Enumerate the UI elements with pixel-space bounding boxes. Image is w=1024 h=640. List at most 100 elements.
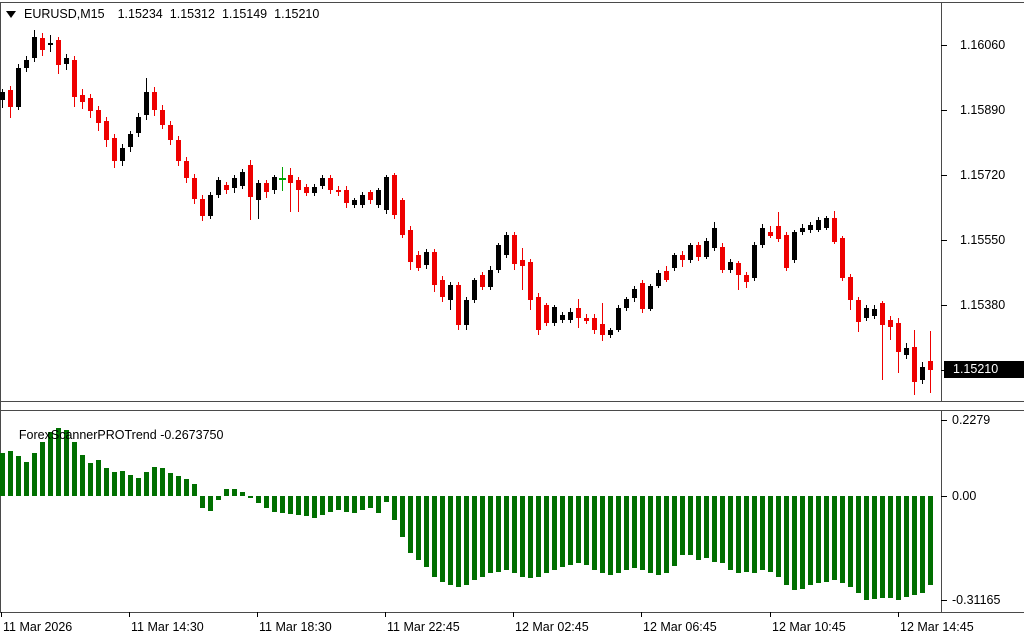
candle-body: [400, 199, 405, 236]
candle-body: [96, 110, 101, 123]
candle-body: [912, 347, 917, 383]
candle-body: [424, 251, 429, 265]
symbol-period-label: EURUSD,M15: [24, 7, 105, 21]
candle-body: [704, 241, 709, 257]
price-axis-label: 1.15380: [960, 298, 1006, 312]
indicator-axis-label: 0.2279: [952, 412, 991, 427]
candle-body: [488, 269, 493, 288]
histogram-bar: [840, 496, 845, 584]
candle-body: [544, 305, 549, 323]
histogram-bar: [872, 496, 877, 600]
candle-body: [528, 262, 533, 301]
indicator-current-value: -0.2673750: [160, 428, 224, 442]
ohlc-low: 1.15149: [221, 7, 268, 21]
indicator-axis-label: 0.00: [952, 489, 977, 503]
histogram-bar: [208, 496, 213, 511]
histogram-bar: [752, 496, 757, 574]
histogram-bar: [496, 496, 501, 573]
candle-body: [384, 176, 389, 211]
time-scale[interactable]: 11 Mar 2026 11 Mar 14:30 11 Mar 18:30 11 Ma…: [0, 612, 1024, 640]
histogram-bar: [144, 471, 149, 496]
candle-wick: [522, 248, 523, 290]
candle-body: [448, 284, 453, 301]
candle-body: [592, 318, 597, 330]
candle-body: [560, 314, 565, 320]
candle-body: [904, 347, 909, 356]
candle-body: [232, 178, 237, 188]
histogram-bar: [424, 496, 429, 568]
histogram-bar: [8, 450, 13, 496]
histogram-bar: [656, 496, 661, 576]
candle-body: [184, 161, 189, 179]
candle-body: [688, 244, 693, 260]
histogram-bar: [512, 496, 517, 574]
time-axis-label: 12 Mar 02:45: [515, 620, 589, 634]
indicator-histogram-area[interactable]: [0, 410, 941, 612]
candle-body: [624, 299, 629, 309]
candle-body: [56, 40, 61, 66]
candle-body: [808, 224, 813, 231]
histogram-bar: [184, 479, 189, 496]
time-axis-tick: [898, 612, 899, 617]
histogram-bar: [392, 496, 397, 521]
candlestick-chart-area[interactable]: [0, 2, 941, 401]
histogram-bar: [552, 496, 557, 571]
time-axis-tick: [513, 612, 514, 617]
candle-body: [72, 59, 77, 97]
candle-body: [376, 189, 381, 206]
histogram-bar: [800, 496, 805, 590]
candle-body: [104, 121, 109, 140]
candle-body: [24, 59, 29, 68]
histogram-bar: [104, 467, 109, 496]
candle-body: [832, 217, 837, 242]
candle-body: [616, 308, 621, 330]
candle-body: [128, 133, 133, 147]
histogram-bar: [432, 496, 437, 578]
histogram-bar: [504, 496, 509, 571]
candle-body: [80, 95, 85, 102]
candle-body: [496, 244, 501, 270]
histogram-bar: [728, 496, 733, 571]
symbol-dropdown-icon[interactable]: [6, 10, 16, 18]
histogram-bar: [784, 496, 789, 586]
time-axis-label: 12 Mar 06:45: [643, 620, 717, 634]
time-axis-tick: [770, 612, 771, 617]
histogram-bar: [560, 496, 565, 568]
candle-body: [784, 235, 789, 268]
histogram-bar: [320, 496, 325, 515]
candle-body: [48, 42, 53, 45]
candle-body: [216, 180, 221, 196]
candle-body: [472, 279, 477, 300]
histogram-bar: [472, 496, 477, 581]
histogram-bar: [920, 496, 925, 594]
candle-body: [432, 251, 437, 285]
histogram-bar: [280, 496, 285, 513]
histogram-bar: [488, 496, 493, 574]
candle-body: [648, 285, 653, 310]
price-scale[interactable]: 1.16060 1.15890 1.15720 1.15550 1.15380 1.152…: [941, 0, 1024, 612]
histogram-bar: [384, 496, 389, 502]
indicator-axis-tick: [941, 496, 947, 497]
candle-body: [480, 274, 485, 288]
histogram-bar: [408, 496, 413, 554]
indicator-panel-top-border[interactable]: [0, 410, 1024, 411]
candle-body: [136, 116, 141, 133]
histogram-bar: [464, 496, 469, 586]
histogram-bar: [328, 496, 333, 512]
candle-body: [920, 366, 925, 381]
ohlc-close: 1.15210: [274, 7, 320, 21]
candle-wick: [298, 176, 299, 213]
indicator-axis-line: [941, 410, 942, 612]
candle-body: [928, 360, 933, 370]
candle-body: [352, 199, 357, 206]
candle-body: [272, 176, 277, 190]
time-axis-tick: [641, 612, 642, 617]
histogram-bar: [832, 496, 837, 581]
histogram-bar: [56, 427, 61, 496]
candle-body: [600, 324, 605, 335]
histogram-bar: [224, 489, 229, 496]
histogram-bar: [608, 496, 613, 576]
candle-body: [392, 175, 397, 216]
histogram-bar: [400, 496, 405, 538]
histogram-bar: [168, 472, 173, 496]
